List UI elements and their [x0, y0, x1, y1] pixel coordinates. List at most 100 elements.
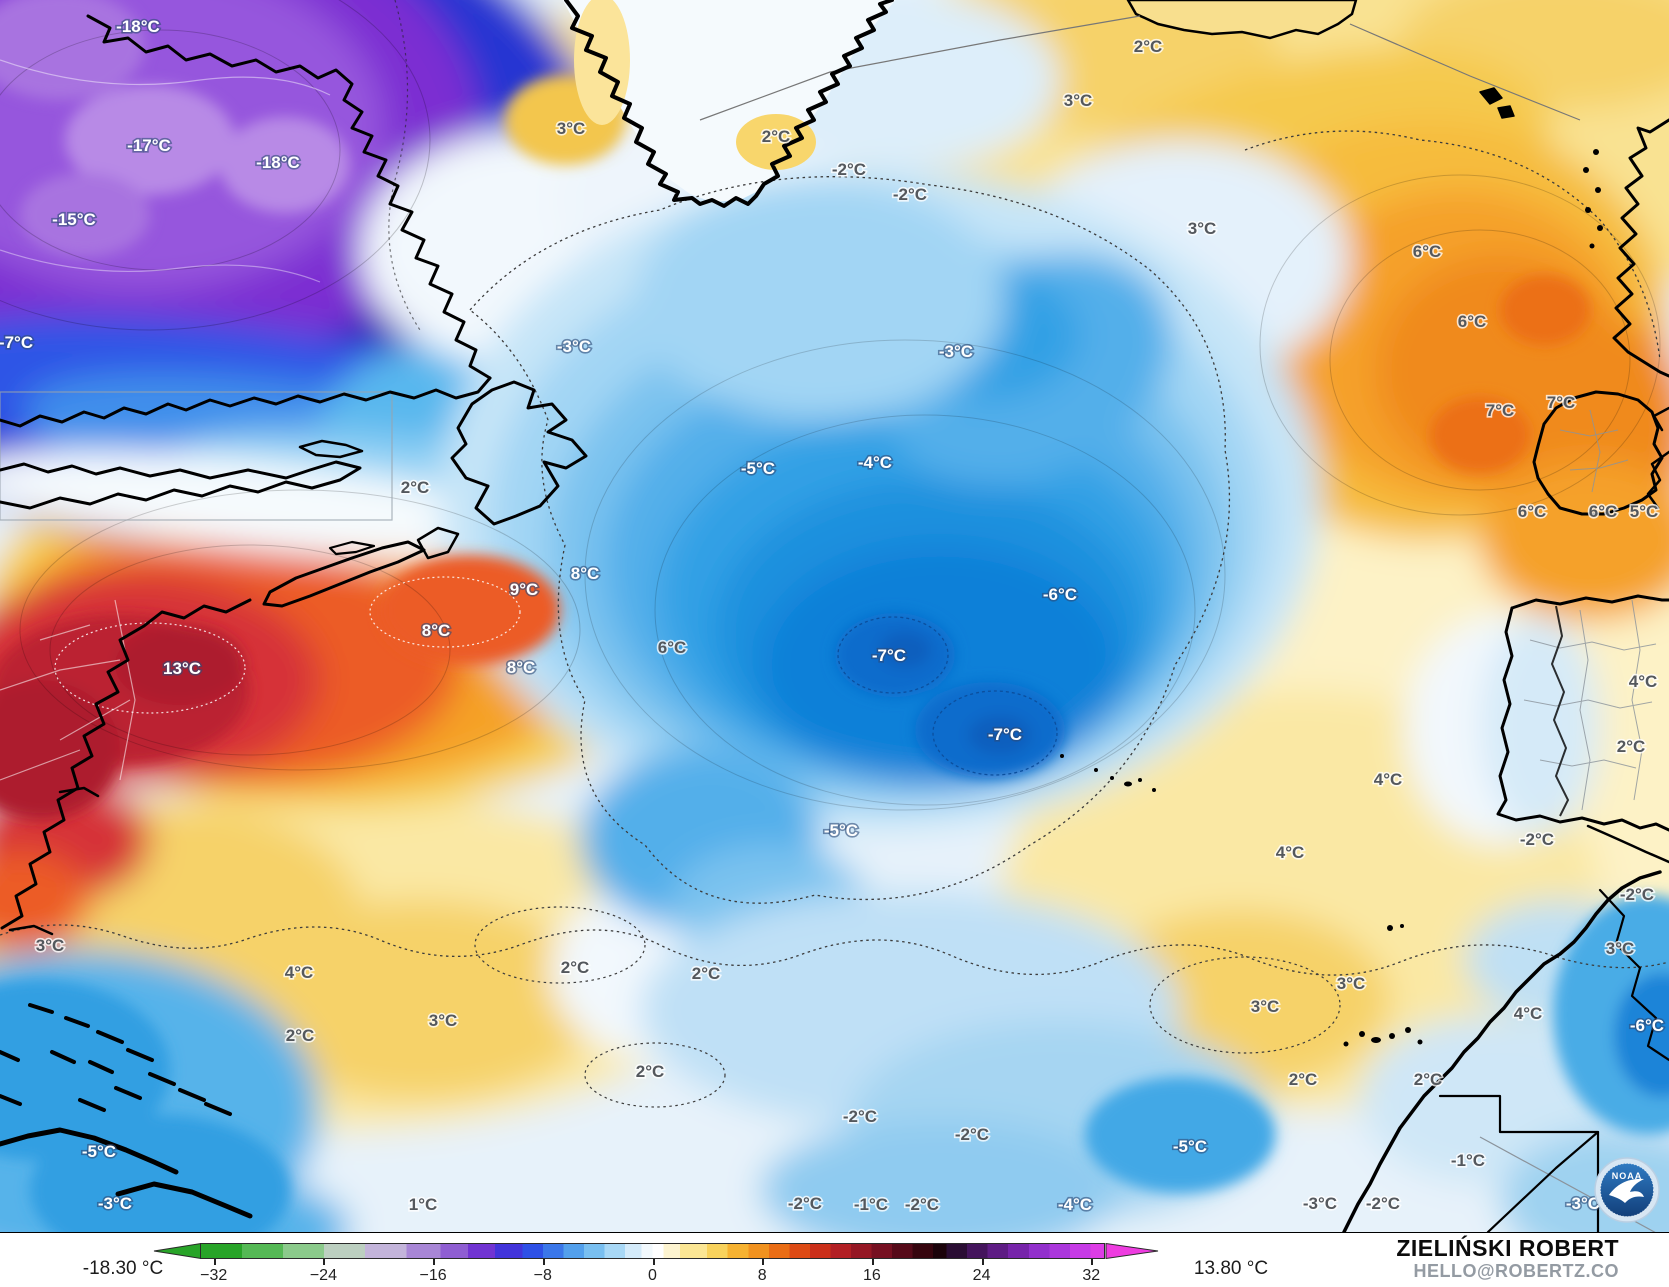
temp-label: -7°C — [0, 333, 33, 352]
temp-label: -7°C — [988, 725, 1022, 744]
temp-label: 2°C — [1414, 1070, 1443, 1089]
temp-label: -4°C — [1058, 1195, 1092, 1214]
temp-label: 4°C — [1276, 843, 1305, 862]
temp-label: -5°C — [1173, 1137, 1207, 1156]
temp-label: -2°C — [832, 160, 866, 179]
colorbar-tick-label: −32 — [200, 1267, 228, 1284]
temp-label: 3°C — [1337, 974, 1366, 993]
anomaly-cores — [0, 0, 1669, 1232]
temp-label: 2°C — [561, 958, 590, 977]
colorbar-tick-label: −24 — [309, 1267, 337, 1284]
colorbar-tick-label: −8 — [533, 1267, 552, 1284]
colorbar-tick-label: 24 — [972, 1267, 991, 1284]
colorbar-tick-mark — [323, 1259, 326, 1265]
temp-label: -2°C — [1520, 830, 1554, 849]
temp-label: -2°C — [1620, 885, 1654, 904]
colorbar-tick-label: 0 — [648, 1267, 657, 1284]
temp-label: -4°C — [858, 453, 892, 472]
temp-label: 13°C — [163, 659, 201, 678]
noaa-logo-text: NOAA — [1612, 1171, 1643, 1181]
temp-label: 2°C — [1134, 37, 1163, 56]
contour-lines — [0, 0, 1669, 1108]
colorbar-tick-mark — [762, 1259, 765, 1265]
colorbar-tick-mark — [981, 1259, 984, 1265]
temp-label: 2°C — [762, 127, 791, 146]
temp-label: 5°C — [1630, 502, 1659, 521]
temp-label: -6°C — [1043, 585, 1077, 604]
temp-label: 6°C — [1413, 242, 1442, 261]
temp-label: -3°C — [98, 1194, 132, 1213]
temp-label: -2°C — [893, 185, 927, 204]
temperature-labels: -18°C -17°C -18°C -15°C -7°C 3°C 2°C -2°C -2°C 2°… — [0, 15, 1666, 1215]
temp-label: 4°C — [1514, 1004, 1543, 1023]
temp-label: 3°C — [1606, 939, 1635, 958]
colorbar-tick-label: 16 — [862, 1267, 881, 1284]
credit-email: HELLO@ROBERTZ.CO — [1413, 1261, 1619, 1282]
temp-label: -17°C — [127, 136, 171, 155]
seagull-icon — [1609, 1178, 1644, 1203]
temp-label: -7°C — [872, 646, 906, 665]
temp-label: -1°C — [854, 1195, 888, 1214]
colorbar-tick-label: 32 — [1082, 1267, 1101, 1284]
temp-label: 3°C — [429, 1011, 458, 1030]
colorbar-tick-mark — [1091, 1259, 1094, 1265]
temp-label: 2°C — [636, 1062, 665, 1081]
colorbar-tick-mark — [542, 1259, 545, 1265]
temp-label: 2°C — [1617, 737, 1646, 756]
colorbar-tick-mark — [652, 1259, 655, 1265]
colorbar-max-value: 13.80 °C — [1193, 1258, 1269, 1279]
temp-label: 3°C — [1251, 997, 1280, 1016]
temp-label: 2°C — [1289, 1070, 1318, 1089]
graticule-lines — [0, 15, 1656, 1232]
temp-label: -2°C — [843, 1107, 877, 1126]
temp-label: -3°C — [939, 342, 973, 361]
colorbar-tick-mark — [433, 1259, 436, 1265]
temp-label: 6°C — [1589, 502, 1618, 521]
colorbar-tick-mark — [871, 1259, 874, 1265]
credit-name: ZIELIŃSKI ROBERT — [1396, 1235, 1619, 1261]
temp-label: 7°C — [1486, 401, 1515, 420]
temp-label: 2°C — [692, 964, 721, 983]
temp-label: 8°C — [422, 621, 451, 640]
temp-label: -18°C — [116, 17, 160, 36]
temp-label: -3°C — [1566, 1194, 1600, 1213]
temp-label: -1°C — [1451, 1151, 1485, 1170]
temp-label: 4°C — [285, 963, 314, 982]
temperature-anomaly-map: -18°C -17°C -18°C -15°C -7°C 3°C 2°C -2°C -2°C 2°… — [0, 0, 1669, 1232]
temp-label: -2°C — [1366, 1194, 1400, 1213]
temp-label: -3°C — [557, 337, 591, 356]
temp-label: -2°C — [905, 1195, 939, 1214]
temp-label: 2°C — [401, 478, 430, 497]
temp-label: 1°C — [409, 1195, 438, 1214]
temp-label: 9°C — [510, 580, 539, 599]
temp-label: 4°C — [1374, 770, 1403, 789]
colorbar-tick-label: 8 — [757, 1267, 767, 1284]
temp-label: -5°C — [82, 1142, 116, 1161]
coastlines — [0, 0, 1669, 1232]
temp-label: -18°C — [256, 153, 300, 172]
colorbar — [200, 1243, 1105, 1259]
temp-label: -15°C — [52, 210, 96, 229]
temp-label: 3°C — [1064, 91, 1093, 110]
colorbar-tick-mark — [213, 1259, 216, 1265]
colorbar-right-arrow — [1105, 1243, 1159, 1259]
temp-label: 2°C — [286, 1026, 315, 1045]
temp-label: -2°C — [955, 1125, 989, 1144]
temp-label: 6°C — [1458, 312, 1487, 331]
temp-label: 3°C — [36, 936, 65, 955]
temp-label: -3°C — [1303, 1194, 1337, 1213]
colorbar-tick-label: −16 — [419, 1267, 447, 1284]
temp-label: -5°C — [741, 459, 775, 478]
noaa-logo: NOAA — [1593, 1156, 1661, 1224]
temp-label: 8°C — [507, 658, 536, 677]
colorbar-min-value: -18.30 °C — [82, 1258, 164, 1279]
footer: -18.30 °C −32 −24 −16 −8 0 8 16 24 32 13.80 °C Z… — [0, 1232, 1669, 1287]
temp-label: 3°C — [557, 119, 586, 138]
credit-block: ZIELIŃSKI ROBERT HELLO@ROBERTZ.CO — [1396, 1235, 1619, 1282]
iceland-land — [1126, 0, 1358, 40]
temp-label: 6°C — [658, 638, 687, 657]
temp-label: 8°C — [571, 564, 600, 583]
temp-label: 3°C — [1188, 219, 1217, 238]
admin-borders — [1523, 409, 1657, 817]
temp-label: -2°C — [788, 1194, 822, 1213]
